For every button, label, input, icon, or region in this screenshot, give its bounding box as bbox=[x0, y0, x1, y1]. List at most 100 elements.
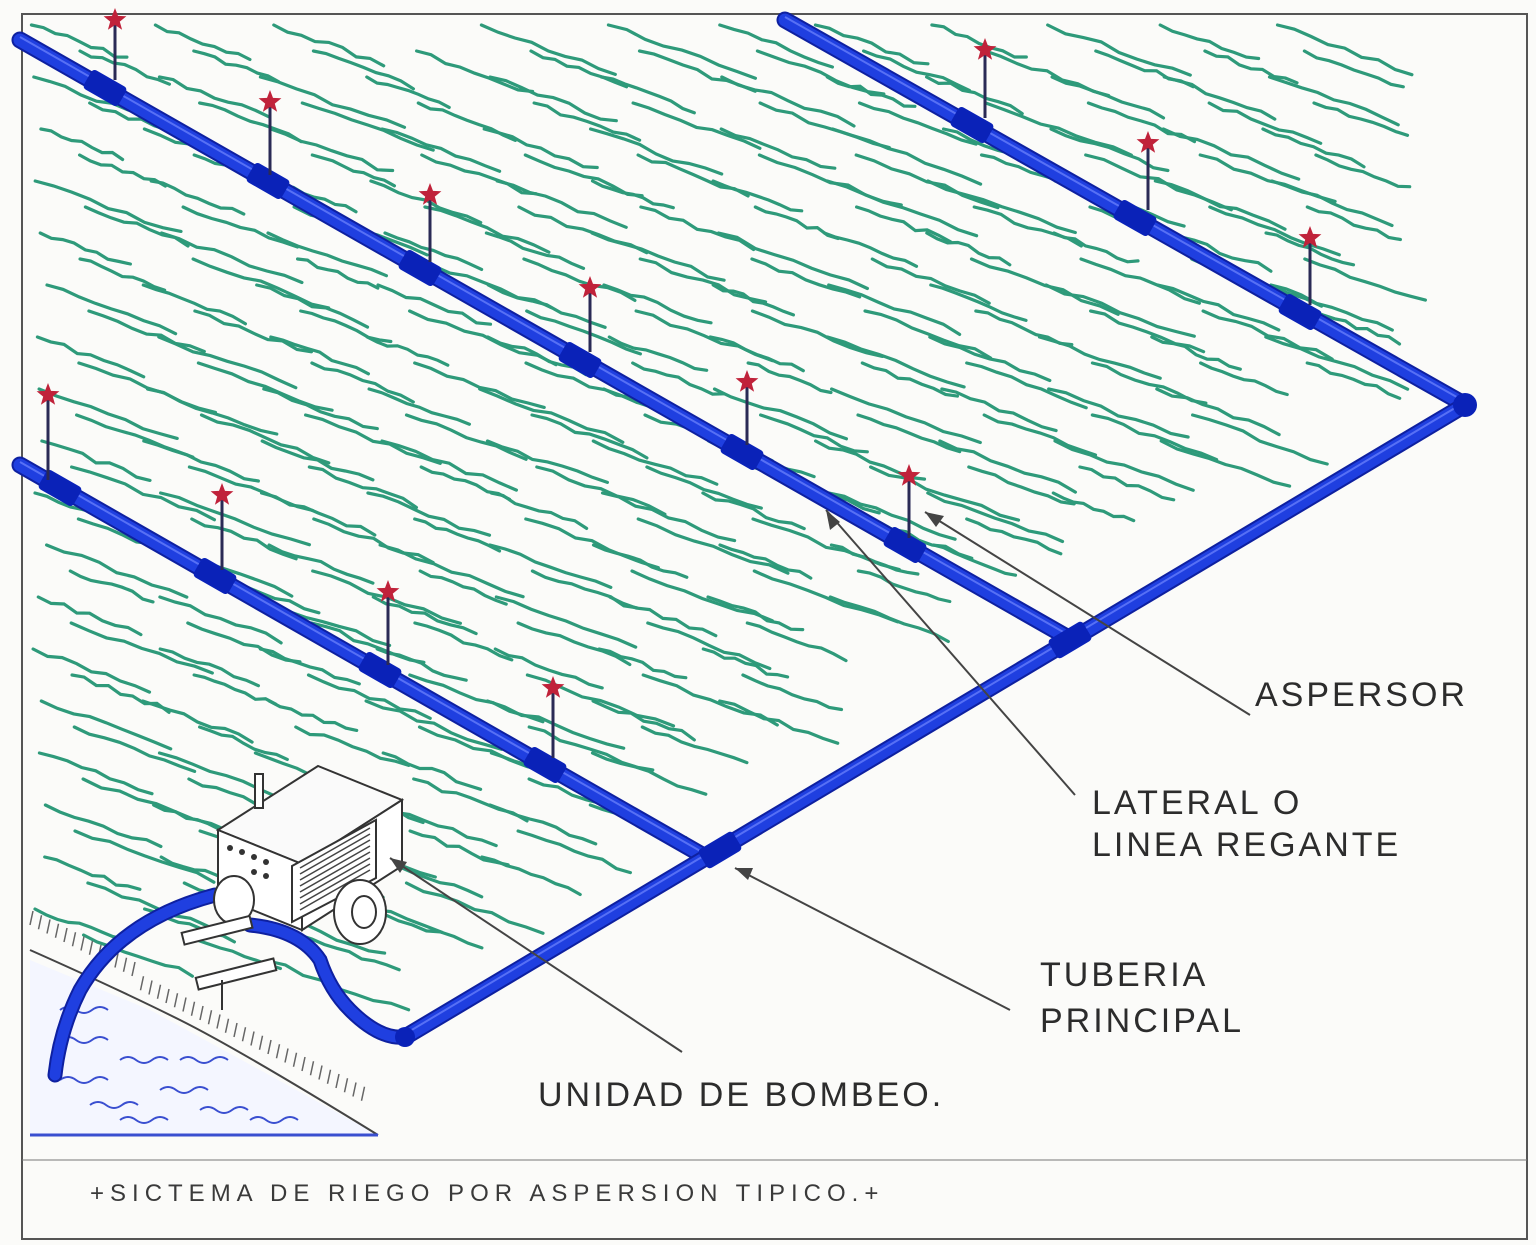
sprinkler-head bbox=[258, 90, 282, 112]
crop-row bbox=[638, 257, 768, 304]
crop-row bbox=[141, 283, 247, 326]
crop-row bbox=[478, 387, 625, 444]
crop-row bbox=[1208, 205, 1341, 257]
sprinkler-head bbox=[418, 183, 442, 205]
crop-row bbox=[870, 257, 991, 305]
grass-tuft bbox=[182, 997, 187, 1012]
crop-row bbox=[631, 101, 762, 150]
crop-row bbox=[826, 491, 957, 541]
crop-row bbox=[488, 75, 618, 123]
crop-row bbox=[590, 179, 675, 210]
grass-tuft bbox=[207, 1010, 213, 1025]
crop-row bbox=[1150, 335, 1242, 371]
crop-row bbox=[516, 621, 632, 667]
crop-row bbox=[746, 361, 833, 395]
crop-row bbox=[965, 361, 1088, 410]
crop-row bbox=[1199, 361, 1289, 397]
crop-row bbox=[199, 413, 331, 465]
crop-row bbox=[404, 881, 545, 935]
crop-row bbox=[828, 595, 950, 644]
grass-tuft bbox=[258, 1035, 264, 1050]
water-wave bbox=[249, 1116, 299, 1124]
water-wave bbox=[199, 1106, 249, 1114]
crop-row bbox=[45, 543, 189, 599]
crop-row bbox=[720, 75, 856, 128]
exhaust-pipe bbox=[254, 773, 264, 809]
grass-tuft bbox=[352, 1082, 357, 1097]
crop-row bbox=[591, 699, 696, 742]
pipe-coupling bbox=[698, 831, 742, 869]
crop-row bbox=[750, 309, 885, 358]
crop-row bbox=[40, 439, 152, 482]
crop-row bbox=[928, 335, 1052, 383]
crop-row bbox=[70, 465, 216, 522]
sprinkler-head bbox=[735, 370, 759, 392]
crop-row bbox=[590, 751, 708, 796]
grass-tuft bbox=[131, 961, 136, 977]
crop-row bbox=[706, 595, 805, 632]
crop-row bbox=[186, 621, 302, 664]
crop-row bbox=[485, 439, 609, 484]
crop-row bbox=[829, 543, 920, 576]
crop-row bbox=[711, 283, 795, 317]
crop-row bbox=[862, 49, 971, 93]
crop-row bbox=[712, 387, 848, 441]
crop-row bbox=[1161, 127, 1301, 181]
pipe-coupling bbox=[246, 162, 290, 200]
crop-row bbox=[974, 309, 1074, 347]
crop-row bbox=[306, 673, 432, 720]
crop-row bbox=[482, 127, 599, 170]
crop-row bbox=[269, 127, 395, 173]
crop-row bbox=[310, 153, 396, 188]
crop-row bbox=[181, 205, 300, 249]
crop-row bbox=[1052, 231, 1140, 264]
main-pipe bbox=[398, 398, 1472, 1044]
crop-row bbox=[365, 75, 451, 109]
crop-row bbox=[312, 517, 435, 565]
crop-row bbox=[516, 829, 632, 875]
crop-row bbox=[1261, 127, 1366, 169]
crop-row bbox=[408, 829, 510, 867]
crop-row bbox=[826, 335, 966, 389]
crop-row bbox=[45, 283, 178, 336]
crop-row bbox=[1269, 283, 1394, 332]
crop-row bbox=[606, 23, 757, 80]
crop-row bbox=[1079, 257, 1201, 305]
crop-row bbox=[965, 517, 1063, 556]
crop-row bbox=[926, 179, 1077, 235]
crop-row bbox=[982, 413, 1098, 457]
crop-row bbox=[1153, 179, 1287, 231]
sprinkler-head bbox=[541, 676, 565, 698]
grass-tuft bbox=[275, 1044, 281, 1059]
sprinkler-head bbox=[973, 38, 997, 60]
crop-row bbox=[857, 101, 978, 146]
crop-row bbox=[1162, 75, 1277, 121]
crop-row bbox=[36, 595, 143, 637]
crop-row bbox=[755, 49, 886, 96]
crop-row bbox=[307, 465, 418, 510]
crop-row bbox=[266, 231, 388, 278]
crop-rows bbox=[29, 23, 1427, 1012]
grass-tuft bbox=[301, 1056, 306, 1072]
crop-row bbox=[404, 413, 528, 461]
crop-row bbox=[1089, 309, 1206, 354]
crop-row bbox=[141, 699, 254, 744]
crop-row bbox=[1203, 49, 1299, 85]
grass-tuft bbox=[190, 1001, 196, 1016]
crop-row bbox=[869, 465, 1021, 522]
crop-row bbox=[523, 153, 644, 198]
crop-row bbox=[530, 413, 649, 460]
crop-row bbox=[590, 231, 726, 282]
crop-row bbox=[69, 621, 214, 675]
crop-row bbox=[192, 49, 281, 84]
water-wave bbox=[119, 1116, 169, 1124]
sprinkler bbox=[1136, 131, 1160, 210]
grass-tuft bbox=[46, 919, 51, 934]
radiator-grille bbox=[299, 827, 371, 911]
crop-row bbox=[73, 829, 216, 884]
pipe-coupling bbox=[358, 651, 402, 689]
crop-row bbox=[272, 23, 386, 68]
crop-row bbox=[1053, 439, 1195, 492]
crop-row bbox=[486, 283, 607, 329]
grass-tuft bbox=[139, 976, 145, 991]
